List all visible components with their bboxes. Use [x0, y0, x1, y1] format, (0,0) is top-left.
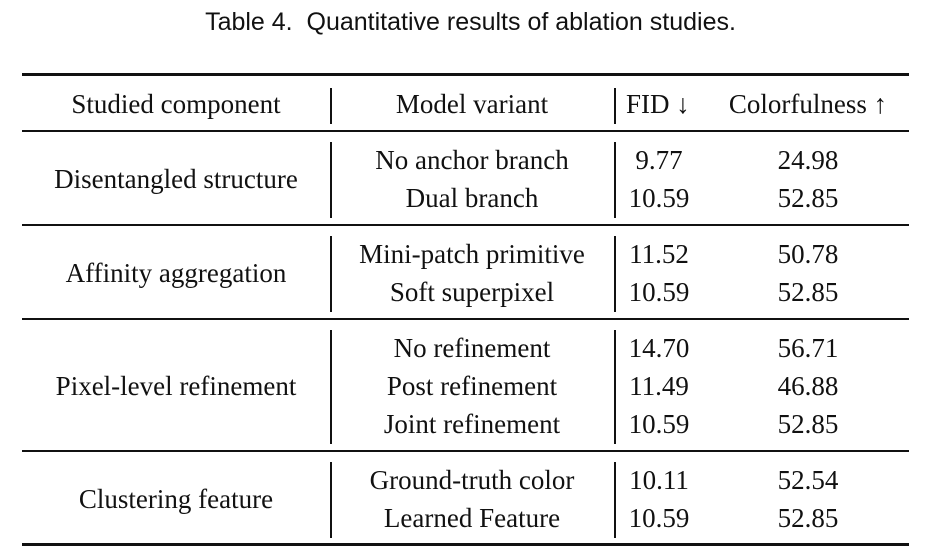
group-2-row-2-colorfulness: 52.85 — [777, 277, 839, 307]
group-divider-3 — [22, 450, 909, 452]
group-1-row-1-variant: No anchor branch — [375, 145, 569, 175]
header-studied-component: Studied component — [71, 89, 281, 119]
group-4-row-2-variant: Learned Feature — [383, 503, 561, 533]
group-3-component: Pixel-level refinement — [55, 371, 297, 401]
group-3-vline-right — [614, 330, 616, 444]
group-2-row-1-colorfulness: 50.78 — [777, 239, 839, 269]
group-2-component: Affinity aggregation — [65, 258, 287, 288]
group-4-row-1-variant: Ground-truth color — [369, 465, 575, 495]
group-3-row-1-variant: No refinement — [393, 333, 551, 363]
group-2-row-1-variant: Mini-patch primitive — [359, 239, 585, 269]
group-divider-2 — [22, 318, 909, 320]
group-3-row-2-fid: 11.49 — [629, 371, 689, 401]
header-colorfulness: Colorfulness ↑ — [728, 89, 888, 119]
header-vline-left — [330, 88, 332, 124]
group-3-vline-left — [330, 330, 332, 444]
group-3-row-1-colorfulness: 56.71 — [777, 333, 839, 363]
group-4-vline-left — [330, 462, 332, 538]
group-3-row-3-colorfulness: 52.85 — [777, 409, 839, 439]
group-divider-1 — [22, 224, 909, 226]
group-2-row-1-fid: 11.52 — [629, 239, 689, 269]
header-vline-right — [614, 88, 616, 124]
group-2-row-2-variant: Soft superpixel — [389, 277, 555, 307]
header-model-variant: Model variant — [395, 89, 549, 119]
header-fid: FID ↓ — [626, 89, 690, 119]
group-4-vline-right — [614, 462, 616, 538]
header-rule — [22, 130, 909, 132]
group-1-row-1-fid: 9.77 — [635, 145, 683, 175]
group-1-row-2-variant: Dual branch — [405, 183, 539, 213]
group-1-row-1-colorfulness: 24.98 — [777, 145, 839, 175]
group-2-row-2-fid: 10.59 — [628, 277, 690, 307]
group-1-row-2-fid: 10.59 — [628, 183, 690, 213]
group-3-row-3-fid: 10.59 — [628, 409, 690, 439]
table-caption: Table 4. Quantitative results of ablatio… — [205, 8, 736, 36]
group-4-row-2-colorfulness: 52.85 — [777, 503, 839, 533]
bottom-rule — [22, 543, 909, 546]
group-3-row-1-fid: 14.70 — [628, 333, 690, 363]
group-3-row-2-variant: Post refinement — [386, 371, 558, 401]
group-2-vline-right — [614, 236, 616, 312]
top-rule — [22, 73, 909, 76]
group-4-row-1-colorfulness: 52.54 — [777, 465, 839, 495]
group-4-row-2-fid: 10.59 — [628, 503, 690, 533]
group-3-row-2-colorfulness: 46.88 — [777, 371, 839, 401]
group-1-component: Disentangled structure — [54, 164, 298, 194]
group-1-row-2-colorfulness: 52.85 — [777, 183, 839, 213]
group-3-row-3-variant: Joint refinement — [383, 409, 561, 439]
group-4-component: Clustering feature — [78, 484, 274, 514]
group-4-row-1-fid: 10.11 — [629, 465, 689, 495]
group-2-vline-left — [330, 236, 332, 312]
group-1-vline-left — [330, 142, 332, 218]
group-1-vline-right — [614, 142, 616, 218]
